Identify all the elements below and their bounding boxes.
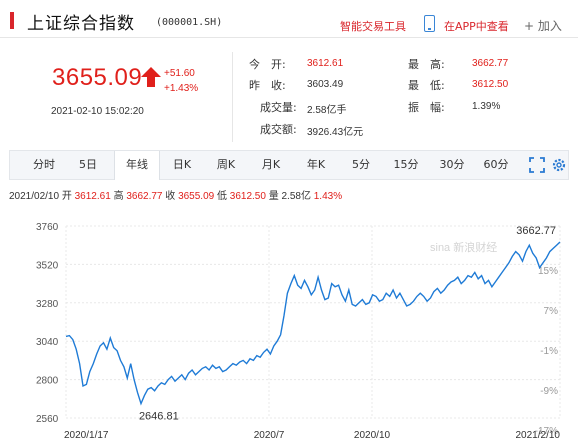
max-value-label: 3662.77 <box>516 225 556 237</box>
up-arrow-icon <box>141 67 161 87</box>
y-tick-label: 3520 <box>36 260 59 271</box>
info-vol: 2.58亿 <box>281 191 311 202</box>
pct-tick-label: -17% <box>535 426 558 437</box>
title-accent-bar <box>10 12 14 29</box>
divider <box>232 52 233 142</box>
tab-30min[interactable]: 30分 <box>439 158 465 171</box>
add-watchlist-button[interactable]: + 加入 <box>524 19 562 33</box>
stat-label-volume: 成交量: <box>260 101 297 114</box>
price-line-chart[interactable]: sina 新浪财经 2560 2800 3040 3280 3520 3760 15% 7% -1… <box>0 206 578 441</box>
tab-5min[interactable]: 5分 <box>352 158 370 171</box>
tab-weekly-k[interactable]: 周K <box>216 158 236 171</box>
info-close: 3655.09 <box>178 191 215 202</box>
chart-period-tabs: 分时 5日 年线 日K 周K 月K 年K 5分 15分 30分 60分 <box>9 150 569 180</box>
stat-value-low: 3612.50 <box>472 79 509 90</box>
info-open: 3612.61 <box>74 191 111 202</box>
tab-year-line[interactable]: 年线 <box>114 151 160 180</box>
header: 上证综合指数 (000001.SH) 智能交易工具 在APP中查看 + 加入 <box>0 0 578 38</box>
tab-daily-k[interactable]: 日K <box>172 158 192 171</box>
current-price: 3655.09 <box>52 64 143 91</box>
stat-value-amplitude: 1.39% <box>472 101 501 112</box>
y-tick-label: 3040 <box>36 337 59 348</box>
price-series-line <box>65 241 561 406</box>
info-high-label: 高 <box>113 191 124 202</box>
y-tick-label: 3280 <box>36 299 59 310</box>
pct-tick-label: -9% <box>540 386 558 397</box>
tab-60min[interactable]: 60分 <box>483 158 509 171</box>
tab-monthly-k[interactable]: 月K <box>261 158 281 171</box>
tab-minute[interactable]: 分时 <box>33 158 55 171</box>
phone-icon <box>424 15 435 32</box>
tab-yearly-k[interactable]: 年K <box>306 158 326 171</box>
y-tick-label: 3760 <box>36 222 59 233</box>
stat-value-open: 3612.61 <box>307 58 344 69</box>
stat-value-turnover: 3926.43亿元 <box>307 127 364 138</box>
info-open-label: 开 <box>61 191 72 202</box>
min-value-label: 2646.81 <box>139 411 179 423</box>
stat-value-volume: 2.58亿手 <box>307 105 347 116</box>
gear-icon[interactable] <box>551 157 567 173</box>
info-pct: 1.43% <box>313 191 343 202</box>
stat-label-low: 最 低: <box>408 79 445 92</box>
stat-value-high: 3662.77 <box>472 58 509 69</box>
stat-value-prev-close: 3603.49 <box>307 79 344 90</box>
tab-15min[interactable]: 15分 <box>393 158 419 171</box>
pct-tick-label: -1% <box>540 346 558 357</box>
info-vol-label: 量 <box>268 191 279 202</box>
x-tick-label: 2020/10 <box>354 430 391 441</box>
trading-tool-link[interactable]: 智能交易工具 <box>340 20 406 33</box>
stock-code: (000001.SH) <box>156 17 223 28</box>
stat-label-amplitude: 振 幅: <box>408 101 445 114</box>
info-high: 3662.77 <box>126 191 163 202</box>
x-tick-label: 2020/7 <box>254 430 285 441</box>
stat-label-turnover: 成交额: <box>260 123 297 136</box>
price-change: +51.60 +1.43% <box>164 66 198 96</box>
page-title: 上证综合指数 <box>27 14 135 34</box>
info-date: 2021/02/10 <box>9 191 60 202</box>
info-low-label: 低 <box>217 191 227 202</box>
x-tick-label: 2020/1/17 <box>64 430 109 441</box>
info-close-label: 收 <box>165 191 176 202</box>
ohlc-info-line: 2021/02/10 开 3612.61 高 3662.77 收 3655.09… <box>9 187 342 202</box>
change-percent: +1.43% <box>164 83 199 94</box>
stat-label-open: 今 开: <box>249 58 286 71</box>
quote-datetime: 2021-02-10 15:02:20 <box>51 106 144 117</box>
x-tick-label: 2021/2/10 <box>516 430 561 441</box>
view-in-app-link[interactable]: 在APP中查看 <box>444 20 509 33</box>
tab-5day[interactable]: 5日 <box>79 158 97 171</box>
y-tick-label: 2560 <box>36 414 59 425</box>
fullscreen-icon[interactable] <box>529 157 545 173</box>
stat-label-high: 最 高: <box>408 58 445 71</box>
pct-tick-label: 15% <box>538 266 558 277</box>
y-tick-label: 2800 <box>36 376 59 387</box>
watermark: sina 新浪财经 <box>430 240 497 254</box>
pct-tick-label: 7% <box>544 306 559 317</box>
change-value: +51.60 <box>164 68 195 79</box>
stat-label-prev-close: 昨 收: <box>249 79 286 92</box>
info-low: 3612.50 <box>229 191 266 202</box>
